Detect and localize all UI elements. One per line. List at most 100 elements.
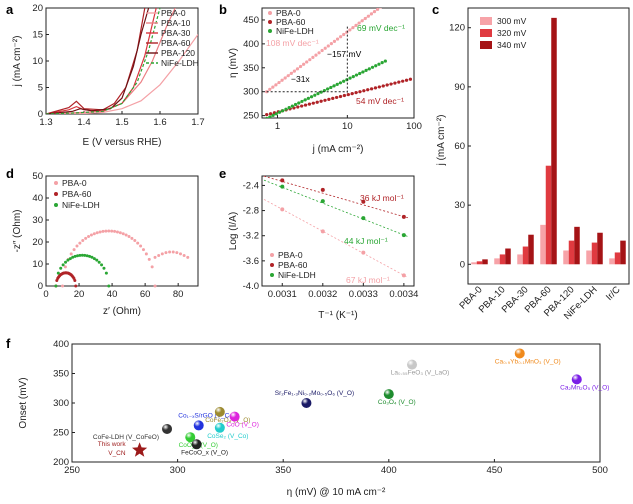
panel-a-series-PBA-0: [46, 34, 198, 114]
panel-d-point: [78, 253, 82, 257]
panel-c-bar: [522, 246, 529, 265]
panel-f-ytick-label: 200: [53, 457, 69, 468]
panel-d-xtick-label: 40: [107, 289, 118, 300]
panel-a-axes: 1.3 1.4 1.5 1.6 1.7 0 5 10 15 20 E (V versus RHE) j…: [12, 3, 205, 148]
panel-d-point: [127, 235, 131, 239]
panel-f-point-label: CoSe₂ (V_Co): [207, 433, 248, 440]
panel-d-point: [72, 248, 76, 252]
panel-d-ytick-label: 10: [32, 259, 43, 270]
panel-e-ea-label: 67 kJ mol⁻¹: [346, 275, 390, 285]
panel-e-point: [401, 273, 406, 278]
panel-d-legend-label: PBA-0: [62, 178, 87, 188]
panel-a-xtick-label: 1.5: [115, 117, 128, 128]
panel-e-point: [361, 250, 366, 255]
panel-f-xlabel: η (mV) @ 10 mA cm⁻²: [287, 487, 386, 498]
panel-b-legend-label: PBA-0: [276, 8, 301, 18]
panel-d-point: [160, 252, 164, 256]
panel-d-point: [83, 253, 87, 257]
panel-b-point: [329, 85, 333, 90]
panel-f-ytick-label: 250: [53, 428, 69, 439]
panel-d-point: [73, 254, 77, 258]
panel-c-bar: [563, 250, 569, 265]
panel-f-point: [214, 422, 225, 433]
panel-c-ylabel: j (mA cm⁻²): [436, 115, 447, 167]
panel-f-point: [407, 359, 418, 370]
panel-d-point: [61, 263, 65, 267]
panel-c-bar: [517, 254, 523, 265]
panel-d-ytick-label: 0: [38, 281, 43, 292]
panel-b-ytick-label: 300: [243, 87, 259, 98]
panel-c-ytick-label: 120: [449, 23, 465, 34]
panel-f-ylabel: Onset (mV): [18, 377, 29, 428]
panel-b-legend-marker: [268, 29, 272, 33]
panel-d-legend-marker: [54, 181, 58, 185]
panel-d-point: [153, 255, 157, 259]
panel-d-point: [104, 229, 108, 233]
panel-c-legend-label: 300 mV: [497, 16, 527, 26]
panel-d-xtick-label: 0: [43, 289, 48, 300]
panel-c-bar: [574, 226, 580, 265]
panel-f-point: [571, 374, 582, 385]
panel-b-axes: 1 10 100 250 300 350 400 450 j (mA cm⁻²) η (mV) 10…: [228, 7, 422, 155]
panel-d-point: [87, 235, 91, 239]
panel-c-bar: [528, 234, 534, 265]
panel-e-ytick-label: -2.4: [243, 180, 259, 191]
panel-d-point: [175, 251, 179, 255]
panel-e-fit: [263, 179, 409, 237]
panel-d-point: [150, 265, 154, 269]
panel-e-ytick-label: -3.2: [243, 231, 259, 242]
panel-c-legend-label: 320 mV: [497, 28, 527, 38]
panel-f-ytick-label: 350: [53, 369, 69, 380]
panel-e-ytick-label: -4.0: [243, 281, 259, 292]
panel-b-point: [268, 115, 272, 118]
panel-a-series-PBA-10: [46, 8, 176, 114]
panel-e-point: [320, 199, 325, 204]
panel-f-point: [514, 348, 525, 359]
panel-b-tafel-label: 108 mV dec⁻¹: [266, 38, 319, 48]
panel-a-series-PBA-120: [46, 8, 150, 114]
panel-f-point-label: CoO (V_O): [226, 422, 259, 429]
panel-d-point: [102, 266, 106, 270]
panel-e-xlabel: T⁻¹ (K⁻¹): [318, 310, 357, 321]
panel-f-point-label: La₀.₅₅FeO₃ (V_LaO): [391, 370, 450, 377]
panel-b-legend-marker: [268, 11, 272, 15]
panel-b-ylabel: η (mV): [228, 48, 239, 78]
panel-d-point: [107, 229, 111, 233]
panel-d-point: [76, 254, 80, 258]
panel-c-bar: [499, 254, 506, 265]
panel-f-point-label: CoFe₂O₄ (V_O): [205, 417, 250, 424]
panel-e-ytick-label: -2.8: [243, 206, 259, 217]
panel-d-legend-label: PBA-60: [62, 189, 92, 199]
panel-d-legend-marker: [54, 192, 58, 196]
panel-e-ylabel: Log (I/A): [228, 212, 239, 250]
panel-f-xtick-label: 350: [275, 465, 291, 476]
panel-d-point: [147, 257, 151, 261]
panel-f-point: [214, 406, 225, 417]
panel-e-point: [401, 214, 406, 219]
panel-d-point: [124, 233, 128, 237]
panel-c-bar: [482, 259, 488, 265]
panel-letter-f: f: [6, 336, 11, 351]
panel-f-point-label: FeCoO_x (V_O): [181, 449, 228, 456]
panel-b-tafel-label: 54 mV dec⁻¹: [356, 96, 404, 106]
panel-f-point: [383, 389, 394, 400]
panel-d-point: [66, 258, 70, 262]
panel-f-point: [162, 423, 173, 434]
panel-a-ytick-label: 10: [32, 56, 43, 67]
panel-c-legend-label: 340 mV: [497, 40, 527, 50]
panel-d-point: [164, 251, 168, 255]
panel-d-point: [113, 229, 117, 233]
panel-d-point: [59, 266, 63, 270]
panel-d-xtick-label: 20: [74, 289, 85, 300]
panel-b-point: [332, 84, 336, 88]
panel-c-legend-swatch: [480, 29, 492, 37]
panel-e-point: [320, 187, 325, 192]
panel-d-point: [157, 254, 161, 258]
panel-a-series-PBA-30: [46, 8, 157, 114]
panel-c-bar: [471, 262, 477, 265]
panel-b-ytick-label: 400: [243, 39, 259, 50]
panel-e-frame: [261, 175, 415, 287]
panel-e-fit: [263, 175, 409, 219]
panel-c-bar: [494, 258, 500, 265]
